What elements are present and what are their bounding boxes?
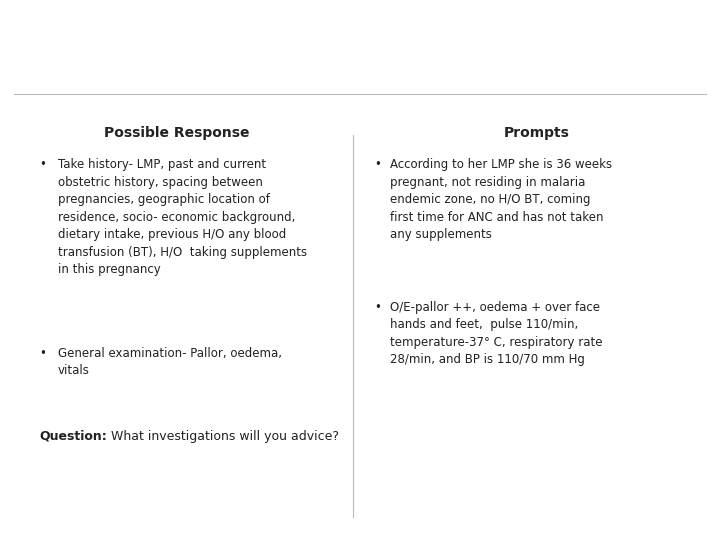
Text: What investigations will you advice?: What investigations will you advice? <box>107 430 338 443</box>
Text: Question:: Question: <box>40 430 107 443</box>
Text: •: • <box>374 301 382 314</box>
Text: O/E-pallor ++, oedema + over face
hands and feet,  pulse 110/min,
temperature-37: O/E-pallor ++, oedema + over face hands … <box>390 301 603 366</box>
Text: Possible Response: Possible Response <box>104 126 249 140</box>
Text: Take history- LMP, past and current
obstetric history, spacing between
pregnanci: Take history- LMP, past and current obst… <box>58 158 307 276</box>
Text: According to her LMP she is 36 weeks
pregnant, not residing in malaria
endemic z: According to her LMP she is 36 weeks pre… <box>390 158 613 241</box>
Text: •: • <box>40 347 47 360</box>
Text: Prompts: Prompts <box>503 126 570 140</box>
Text: •: • <box>374 158 382 171</box>
Text: General examination- Pallor, oedema,
vitals: General examination- Pallor, oedema, vit… <box>58 347 282 377</box>
Text: Case 3 contd.: Case 3 contd. <box>275 30 445 50</box>
Text: •: • <box>40 158 47 171</box>
